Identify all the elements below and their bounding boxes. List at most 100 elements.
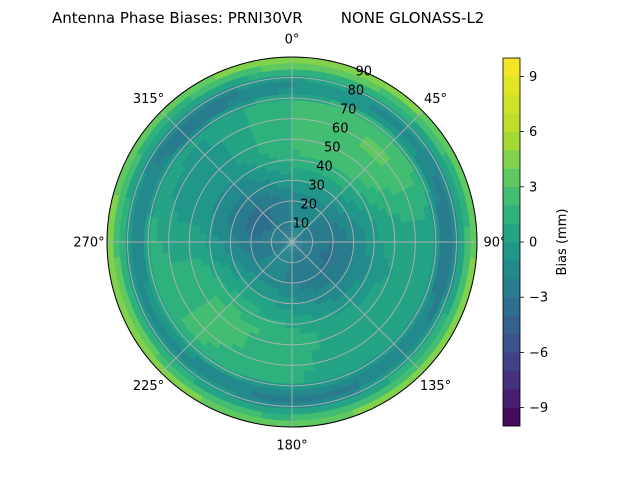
contour-cell — [347, 236, 355, 243]
contour-cell — [381, 258, 390, 269]
contour-cell — [119, 254, 129, 273]
contour-cell — [246, 357, 261, 368]
contour-cell — [398, 294, 410, 309]
contour-cell — [408, 231, 416, 244]
contour-cell — [302, 231, 309, 236]
contour-cell — [307, 259, 315, 267]
contour-cell — [281, 211, 286, 219]
contour-cell — [397, 306, 411, 322]
contour-cell — [217, 234, 225, 242]
contour-cell — [183, 387, 203, 403]
contour-cell — [330, 386, 348, 398]
contour-cell — [390, 232, 398, 244]
contour-cell — [419, 130, 435, 148]
contour-cell — [307, 209, 314, 217]
contour-cell — [270, 313, 280, 322]
colorbar-level — [503, 186, 520, 206]
contour-cell — [223, 117, 239, 130]
contour-cell — [329, 260, 338, 268]
contour-cell — [372, 350, 388, 365]
contour-cell — [364, 363, 381, 377]
contour-cell — [134, 169, 148, 188]
contour-cell — [254, 216, 262, 224]
contour-cell — [295, 253, 299, 261]
contour-cell — [256, 225, 265, 232]
contour-cell — [427, 325, 443, 343]
contour-cell — [408, 156, 422, 173]
contour-cell — [235, 353, 250, 365]
contour-cell — [261, 233, 269, 238]
contour-cell — [311, 213, 319, 221]
contour-cell — [114, 270, 126, 289]
contour-cell — [281, 179, 288, 188]
contour-cell — [288, 247, 291, 255]
contour-cell — [229, 230, 238, 238]
contour-cell — [421, 230, 429, 244]
contour-cell — [430, 280, 442, 297]
contour-cell — [283, 231, 289, 238]
contour-cell — [294, 278, 300, 286]
contour-cell — [186, 222, 196, 234]
contour-cell — [146, 160, 160, 177]
contour-cell — [158, 180, 170, 196]
contour-cell — [167, 339, 183, 356]
contour-cell — [282, 327, 292, 336]
contour-cell — [293, 216, 297, 224]
contour-cell — [292, 68, 309, 77]
contour-cell — [265, 87, 281, 97]
contour-cell — [277, 314, 286, 323]
contour-cell — [255, 228, 264, 235]
contour-cell — [293, 229, 297, 237]
contour-cell — [385, 312, 399, 327]
contour-cell — [297, 236, 305, 240]
contour-cell — [223, 235, 231, 242]
contour-cell — [299, 258, 305, 266]
contour-cell — [199, 72, 219, 88]
contour-cell — [303, 100, 319, 109]
contour-cell — [254, 244, 262, 249]
contour-cell — [375, 256, 384, 268]
contour-cell — [436, 296, 450, 315]
contour-cell — [359, 235, 367, 243]
contour-cell — [270, 209, 277, 217]
contour-cell — [446, 149, 462, 169]
contour-cell — [246, 216, 255, 224]
contour-cell — [171, 271, 182, 285]
contour-cell — [401, 128, 417, 145]
contour-cell — [291, 285, 297, 292]
contour-cell — [204, 146, 218, 160]
contour-cell — [276, 263, 282, 271]
contour-cell — [187, 359, 204, 374]
contour-cell — [271, 216, 279, 224]
contour-cell — [320, 128, 334, 139]
contour-cell — [192, 240, 200, 251]
contour-cell — [227, 144, 241, 157]
contour-cell — [393, 378, 412, 396]
colorbar-level — [503, 205, 520, 224]
contour-cell — [332, 125, 346, 137]
contour-cell — [284, 315, 292, 323]
contour-cell — [344, 124, 359, 136]
contour-cell — [285, 247, 290, 254]
contour-cell — [211, 241, 219, 250]
contour-cell — [320, 71, 339, 82]
contour-cell — [267, 286, 276, 295]
contour-cell — [406, 99, 425, 117]
contour-cell — [231, 107, 247, 120]
contour-cell — [271, 162, 280, 171]
contour-cell — [150, 129, 166, 147]
contour-cell — [297, 234, 304, 239]
contour-cell — [266, 237, 274, 241]
contour-cell — [310, 243, 318, 247]
contour-cell — [308, 144, 319, 153]
contour-cell — [223, 90, 241, 103]
contour-cell — [288, 222, 292, 230]
contour-cell — [298, 277, 304, 286]
contour-cell — [292, 93, 307, 101]
contour-cell — [141, 141, 157, 159]
contour-cell — [419, 193, 430, 209]
contour-cell — [154, 191, 166, 207]
contour-cell — [275, 180, 283, 189]
contour-cell — [409, 330, 424, 347]
contour-cell — [454, 163, 468, 183]
